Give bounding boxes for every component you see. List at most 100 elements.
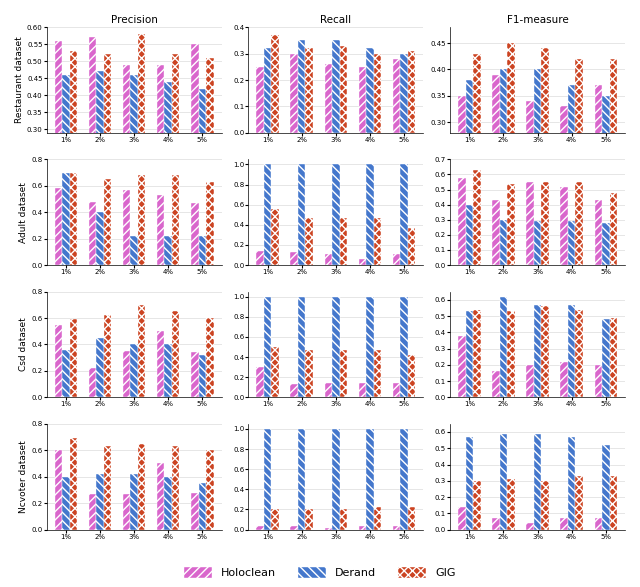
- Bar: [96, 72, 104, 232]
- Bar: [206, 450, 214, 529]
- Bar: [264, 429, 271, 529]
- Bar: [104, 315, 111, 397]
- Bar: [191, 492, 198, 529]
- Bar: [609, 59, 617, 281]
- Bar: [89, 494, 96, 529]
- Bar: [332, 429, 340, 529]
- Bar: [157, 195, 164, 265]
- Bar: [54, 41, 62, 232]
- Bar: [172, 55, 179, 232]
- Bar: [358, 383, 366, 397]
- Y-axis label: Csd dataset: Csd dataset: [19, 318, 29, 372]
- Bar: [191, 352, 198, 397]
- Bar: [164, 345, 172, 397]
- Bar: [534, 305, 541, 397]
- Bar: [366, 296, 374, 397]
- Bar: [358, 259, 366, 265]
- Bar: [465, 80, 473, 281]
- Bar: [561, 518, 568, 529]
- Bar: [332, 164, 340, 265]
- Legend: Holoclean, Derand, GIG: Holoclean, Derand, GIG: [181, 564, 459, 582]
- Bar: [401, 296, 408, 397]
- Bar: [157, 464, 164, 529]
- Bar: [96, 338, 104, 397]
- Bar: [541, 48, 549, 281]
- Bar: [492, 372, 500, 397]
- Bar: [257, 367, 264, 397]
- Bar: [473, 170, 481, 265]
- Bar: [500, 69, 508, 281]
- Bar: [291, 53, 298, 133]
- Bar: [172, 446, 179, 529]
- Bar: [123, 351, 131, 397]
- Bar: [54, 450, 62, 529]
- Bar: [393, 383, 401, 397]
- Bar: [264, 48, 271, 133]
- Bar: [198, 483, 206, 529]
- Bar: [257, 251, 264, 265]
- Bar: [305, 510, 313, 529]
- Bar: [89, 38, 96, 232]
- Bar: [198, 236, 206, 265]
- Bar: [458, 96, 465, 281]
- Bar: [508, 184, 515, 265]
- Bar: [473, 309, 481, 397]
- Bar: [401, 53, 408, 133]
- Bar: [358, 525, 366, 529]
- Bar: [198, 355, 206, 397]
- Bar: [70, 438, 77, 529]
- Bar: [568, 305, 575, 397]
- Bar: [271, 209, 279, 265]
- Bar: [595, 518, 602, 529]
- Bar: [305, 218, 313, 265]
- Bar: [575, 59, 583, 281]
- Bar: [298, 296, 305, 397]
- Bar: [138, 34, 145, 232]
- Bar: [206, 58, 214, 232]
- Bar: [473, 53, 481, 281]
- Bar: [609, 476, 617, 529]
- Bar: [271, 35, 279, 133]
- Bar: [164, 236, 172, 265]
- Bar: [408, 355, 415, 397]
- Bar: [298, 429, 305, 529]
- Bar: [358, 67, 366, 133]
- Bar: [374, 507, 381, 529]
- Bar: [602, 96, 609, 281]
- Bar: [324, 254, 332, 265]
- Bar: [206, 182, 214, 265]
- Bar: [96, 474, 104, 529]
- Bar: [70, 319, 77, 397]
- Bar: [401, 164, 408, 265]
- Bar: [393, 525, 401, 529]
- Bar: [89, 202, 96, 265]
- Bar: [340, 218, 347, 265]
- Bar: [291, 252, 298, 265]
- Bar: [575, 309, 583, 397]
- Bar: [138, 176, 145, 265]
- Bar: [340, 350, 347, 397]
- Bar: [104, 55, 111, 232]
- Bar: [305, 48, 313, 133]
- Bar: [568, 437, 575, 529]
- Bar: [340, 46, 347, 133]
- Bar: [534, 69, 541, 281]
- Bar: [602, 223, 609, 265]
- Bar: [500, 296, 508, 397]
- Bar: [575, 476, 583, 529]
- Bar: [609, 193, 617, 265]
- Bar: [324, 528, 332, 529]
- Bar: [164, 82, 172, 232]
- Bar: [366, 429, 374, 529]
- Bar: [340, 510, 347, 529]
- Bar: [138, 305, 145, 397]
- Bar: [595, 200, 602, 265]
- Bar: [458, 336, 465, 397]
- Bar: [62, 477, 70, 529]
- Bar: [332, 41, 340, 133]
- Bar: [508, 43, 515, 281]
- Bar: [541, 182, 549, 265]
- Bar: [374, 218, 381, 265]
- Bar: [526, 365, 534, 397]
- Bar: [164, 477, 172, 529]
